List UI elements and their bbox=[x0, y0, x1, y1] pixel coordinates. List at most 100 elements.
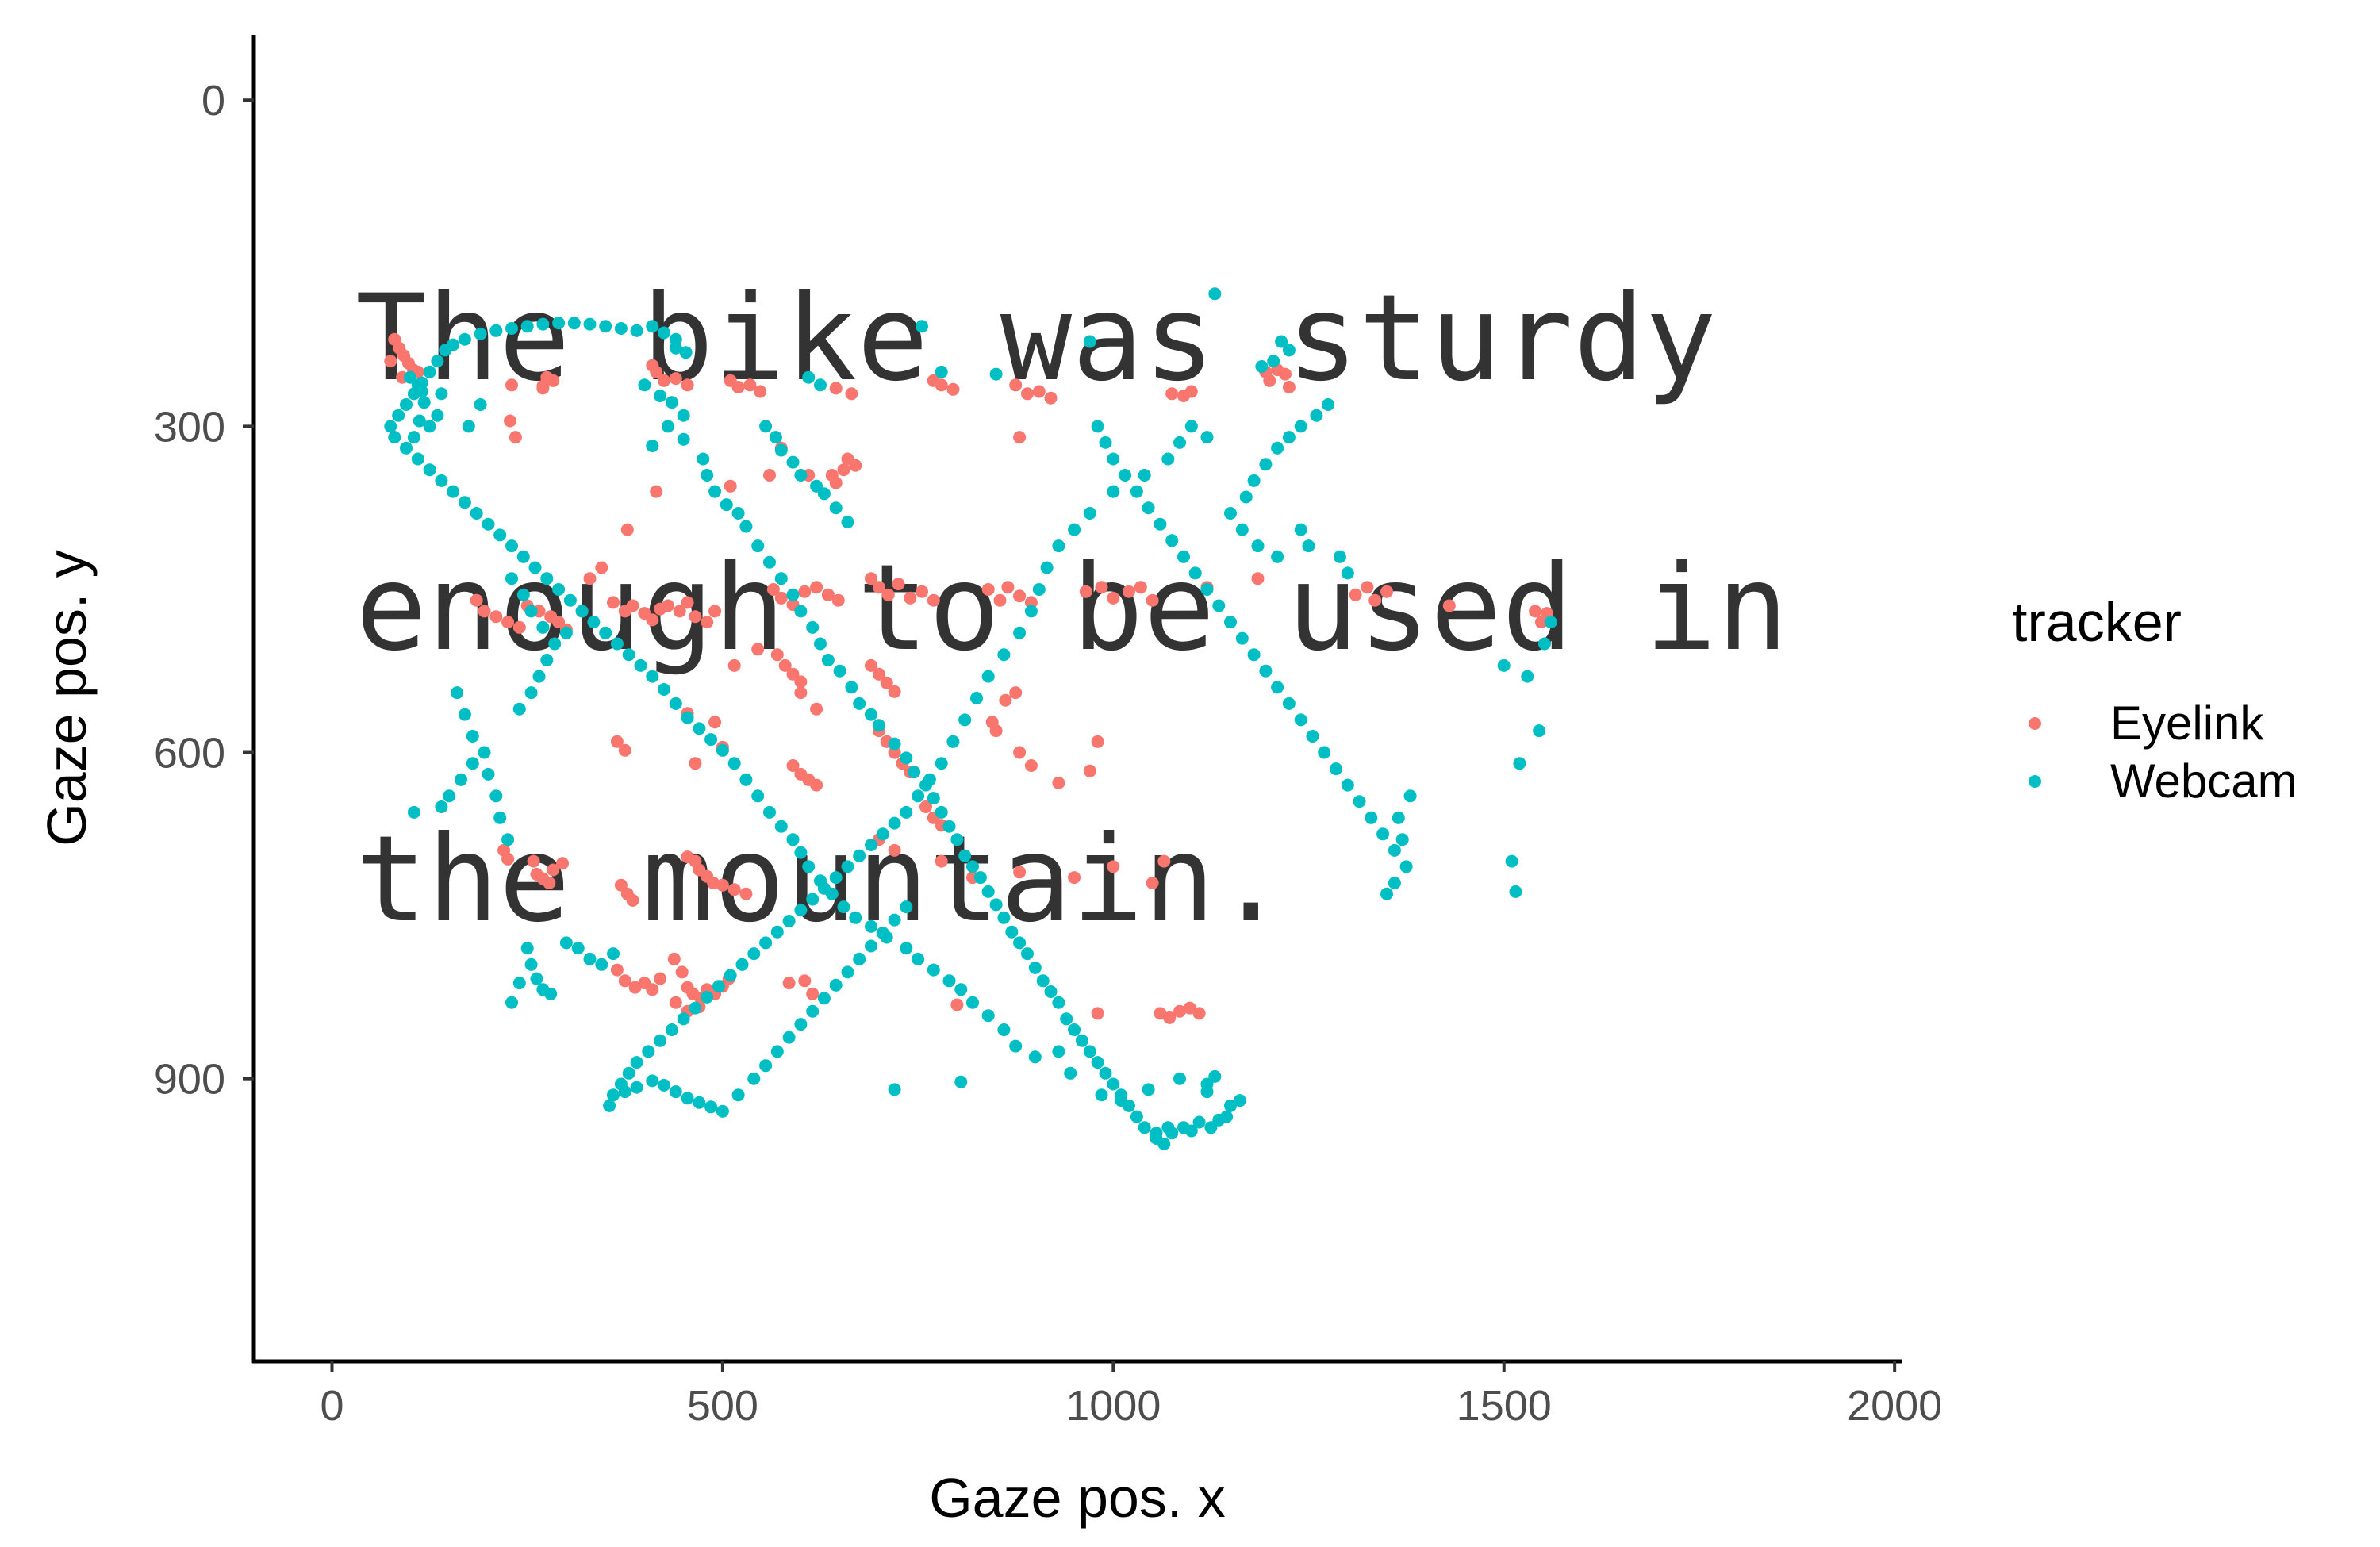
webcam-point bbox=[942, 820, 956, 833]
webcam-point bbox=[1130, 1110, 1143, 1123]
webcam-point bbox=[638, 378, 651, 392]
webcam-point bbox=[1395, 833, 1409, 846]
webcam-point bbox=[923, 773, 936, 786]
webcam-point bbox=[505, 996, 518, 1009]
webcam-point bbox=[610, 637, 624, 651]
webcam-point bbox=[1341, 778, 1354, 792]
webcam-point bbox=[493, 528, 507, 542]
eyelink-point bbox=[739, 887, 753, 900]
y-tick-label: 600 bbox=[154, 730, 225, 777]
eyelink-point bbox=[547, 374, 560, 387]
eyelink-point bbox=[727, 883, 741, 896]
webcam-point bbox=[735, 958, 749, 971]
eyelink-point bbox=[1032, 385, 1046, 398]
webcam-point bbox=[681, 711, 694, 724]
webcam-point bbox=[1306, 730, 1319, 743]
webcam-point bbox=[1192, 1115, 1206, 1129]
webcam-point bbox=[997, 911, 1011, 924]
webcam-point bbox=[1009, 1039, 1023, 1053]
webcam-point bbox=[571, 942, 585, 955]
webcam-point bbox=[681, 1092, 694, 1105]
eyelink-point bbox=[1157, 854, 1171, 868]
webcam-point bbox=[451, 686, 464, 700]
eyelink-point bbox=[689, 610, 702, 624]
eyelink-point bbox=[1079, 585, 1092, 598]
webcam-point bbox=[1052, 1045, 1065, 1058]
eyelink-point bbox=[1163, 1011, 1177, 1024]
webcam-point bbox=[1341, 566, 1354, 580]
webcam-point bbox=[658, 683, 670, 696]
webcam-point bbox=[478, 746, 491, 759]
legend-key-eyelink bbox=[2029, 717, 2041, 730]
eyelink-point bbox=[904, 591, 917, 605]
webcam-point bbox=[841, 516, 854, 528]
webcam-point bbox=[532, 670, 546, 683]
eyelink-point bbox=[1083, 764, 1096, 777]
y-axis-title: Gaze pos. y bbox=[36, 550, 98, 846]
eyelink-point bbox=[727, 658, 741, 672]
eyelink-point bbox=[999, 693, 1012, 707]
eyelink-point bbox=[810, 581, 823, 594]
webcam-point bbox=[708, 485, 722, 498]
y-tick-label: 900 bbox=[154, 1056, 225, 1104]
webcam-point bbox=[954, 983, 968, 996]
webcam-point bbox=[607, 947, 620, 961]
webcam-point bbox=[1184, 1124, 1198, 1138]
eyelink-point bbox=[716, 878, 729, 892]
webcam-point bbox=[774, 820, 788, 833]
eyelink-point bbox=[646, 359, 659, 372]
webcam-point bbox=[599, 320, 612, 333]
eyelink-point bbox=[654, 972, 667, 985]
eyelink-point bbox=[1251, 572, 1265, 585]
eyelink-point bbox=[829, 382, 843, 395]
webcam-point bbox=[954, 1075, 968, 1088]
webcam-point bbox=[872, 719, 885, 732]
eyelink-point bbox=[708, 605, 722, 618]
webcam-point bbox=[747, 1072, 761, 1085]
eyelink-point bbox=[501, 852, 515, 866]
eyelink-point bbox=[806, 987, 820, 1000]
webcam-point bbox=[997, 1023, 1011, 1036]
eyelink-point bbox=[1095, 581, 1108, 594]
webcam-point bbox=[404, 370, 416, 384]
webcam-point bbox=[981, 1009, 995, 1023]
eyelink-point bbox=[618, 743, 631, 757]
webcam-point bbox=[1208, 287, 1222, 301]
webcam-point bbox=[853, 952, 866, 965]
webcam-point bbox=[1310, 409, 1323, 422]
eyelink-point bbox=[1134, 581, 1147, 594]
webcam-point bbox=[1005, 925, 1019, 939]
eyelink-point bbox=[794, 686, 808, 700]
webcam-point bbox=[630, 1056, 643, 1069]
webcam-point bbox=[400, 398, 413, 411]
webcam-point bbox=[1403, 789, 1417, 803]
webcam-point bbox=[1544, 616, 1557, 629]
webcam-point bbox=[716, 743, 729, 757]
webcam-point bbox=[1247, 648, 1261, 662]
webcam-point bbox=[482, 517, 495, 531]
webcam-point bbox=[1184, 420, 1198, 433]
webcam-point bbox=[646, 670, 659, 683]
webcam-point bbox=[1513, 757, 1526, 770]
x-tick-label: 1500 bbox=[1457, 1382, 1552, 1430]
eyelink-point bbox=[981, 583, 995, 596]
webcam-point bbox=[900, 751, 913, 765]
webcam-point bbox=[1282, 344, 1296, 357]
webcam-point bbox=[662, 420, 674, 433]
eyelink-point bbox=[1282, 381, 1296, 393]
webcam-point bbox=[1388, 877, 1401, 889]
eyelink-point bbox=[1052, 776, 1065, 789]
webcam-point bbox=[1388, 843, 1401, 857]
webcam-point bbox=[782, 915, 796, 927]
webcam-point bbox=[669, 332, 682, 346]
webcam-point bbox=[1044, 985, 1058, 998]
eyelink-point bbox=[782, 977, 796, 990]
webcam-point bbox=[505, 539, 518, 553]
eyelink-point bbox=[888, 843, 901, 857]
webcam-point bbox=[669, 1085, 682, 1099]
eyelink-point bbox=[754, 385, 767, 398]
eyelink-point bbox=[892, 578, 905, 591]
eyelink-point bbox=[989, 724, 1003, 738]
eyelink-point bbox=[919, 800, 932, 813]
eyelink-point bbox=[595, 561, 608, 574]
